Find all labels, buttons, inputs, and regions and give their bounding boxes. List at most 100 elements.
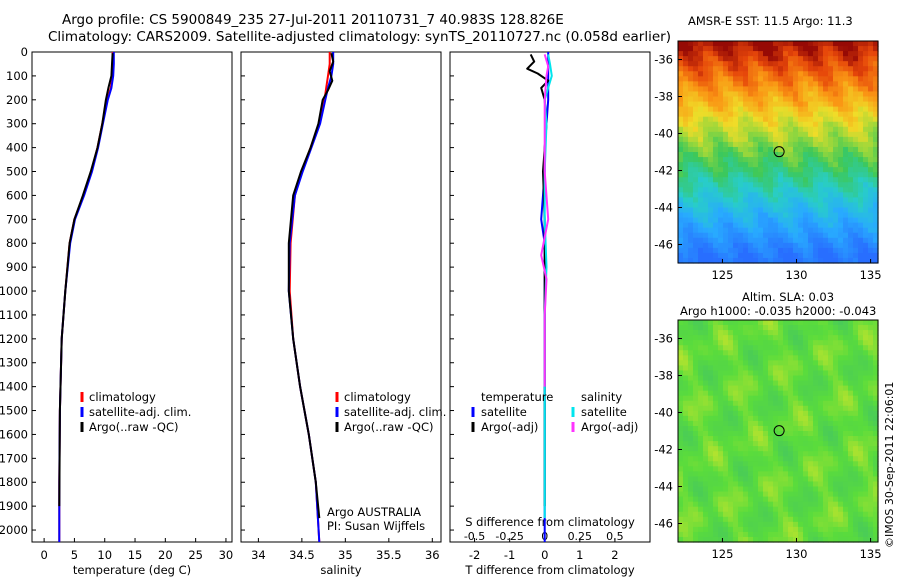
sla-cell xyxy=(723,375,729,382)
sla-cell xyxy=(733,441,739,447)
sla-cell xyxy=(798,446,804,452)
sla-cell xyxy=(868,330,874,336)
sst-cell xyxy=(728,86,734,93)
sst-cell xyxy=(778,157,784,163)
sst-cell xyxy=(763,237,769,244)
sla-cell xyxy=(753,491,759,498)
sst-cell xyxy=(773,66,779,72)
sla-cell xyxy=(843,415,849,422)
x-axis-label: T difference from climatology xyxy=(464,563,635,577)
sla-cell xyxy=(743,370,749,377)
sst-cell xyxy=(828,182,834,188)
sst-cell xyxy=(818,76,824,82)
sst-cell xyxy=(843,172,849,178)
sla-cell xyxy=(793,325,799,331)
sla-cell xyxy=(743,415,749,422)
sla-cell xyxy=(868,410,874,417)
sla-cell xyxy=(793,415,799,422)
sst-cell xyxy=(703,141,709,148)
sst-cell xyxy=(693,242,699,249)
sla-cell xyxy=(873,496,879,503)
sst-cell xyxy=(718,172,724,178)
sla-cell xyxy=(833,466,839,472)
sst-cell xyxy=(698,242,704,249)
sla-cell xyxy=(748,325,754,331)
sst-cell xyxy=(733,207,739,214)
sla-cell xyxy=(753,441,759,447)
sla-cell xyxy=(798,325,804,331)
sla-cell xyxy=(823,441,829,447)
sla-cell xyxy=(768,350,774,356)
sla-cell xyxy=(763,531,769,538)
sst-cell xyxy=(838,152,844,158)
sst-cell xyxy=(683,152,689,158)
sla-cell xyxy=(798,506,804,513)
sla-cell xyxy=(798,486,804,493)
sla-cell xyxy=(838,491,844,498)
sst-cell xyxy=(853,51,859,57)
sla-cell xyxy=(718,385,724,392)
sst-cell xyxy=(728,71,734,77)
sla-cell xyxy=(773,471,779,478)
sla-cell xyxy=(798,466,804,472)
sst-cell xyxy=(723,252,729,259)
sla-cell xyxy=(743,395,749,402)
sla-cell xyxy=(858,395,864,402)
sla-cell xyxy=(683,365,689,372)
sla-cell xyxy=(783,380,789,387)
sst-cell xyxy=(783,96,789,103)
sla-cell xyxy=(708,375,714,382)
sla-cell xyxy=(693,521,699,528)
map-x-tick-label: 125 xyxy=(711,268,733,282)
sst-cell xyxy=(748,157,754,163)
sst-cell xyxy=(688,172,694,178)
sst-cell xyxy=(733,237,739,244)
sst-cell xyxy=(723,46,729,52)
sst-cell xyxy=(728,182,734,188)
sst-cell xyxy=(718,111,724,118)
sst-cell xyxy=(733,131,739,138)
sla-cell xyxy=(713,466,719,472)
sst-cell xyxy=(743,96,749,103)
sst-cell xyxy=(708,182,714,188)
sla-cell xyxy=(713,481,719,488)
sst-cell xyxy=(768,172,774,178)
sst-cell xyxy=(733,146,739,153)
sla-cell xyxy=(708,431,714,437)
sst-cell xyxy=(693,172,699,178)
sst-cell xyxy=(833,252,839,259)
sla-cell xyxy=(683,496,689,503)
temperature-panel: 0 5 10 15 20 25 300100200300400500600700800900… xyxy=(0,45,233,577)
sla-cell xyxy=(693,370,699,377)
sla-cell xyxy=(858,370,864,377)
sst-cell xyxy=(818,46,824,52)
sst-cell xyxy=(728,91,734,98)
sla-cell xyxy=(823,526,829,533)
sla-cell xyxy=(863,501,869,508)
sst-cell xyxy=(763,242,769,249)
sst-cell xyxy=(773,257,779,264)
sst-cell xyxy=(818,247,824,254)
sst-cell xyxy=(788,192,794,199)
sla-cell xyxy=(728,511,734,518)
sla-cell xyxy=(733,415,739,422)
sst-cell xyxy=(713,91,719,98)
sst-cell xyxy=(813,56,819,62)
sla-cell xyxy=(728,456,734,462)
sla-cell xyxy=(873,506,879,513)
sst-cell xyxy=(828,222,834,229)
sla-cell xyxy=(828,526,834,533)
sst-cell xyxy=(758,61,764,67)
sst-cell xyxy=(703,257,709,264)
sla-cell xyxy=(828,456,834,462)
sst-cell xyxy=(813,237,819,244)
sla-cell xyxy=(788,471,794,478)
sst-cell xyxy=(823,152,829,158)
sla-cell xyxy=(773,496,779,503)
sst-cell xyxy=(783,177,789,183)
sst-cell xyxy=(808,232,814,239)
sla-cell xyxy=(778,340,784,346)
sst-cell xyxy=(778,182,784,188)
sla-cell xyxy=(803,425,809,432)
sla-cell xyxy=(688,481,694,488)
